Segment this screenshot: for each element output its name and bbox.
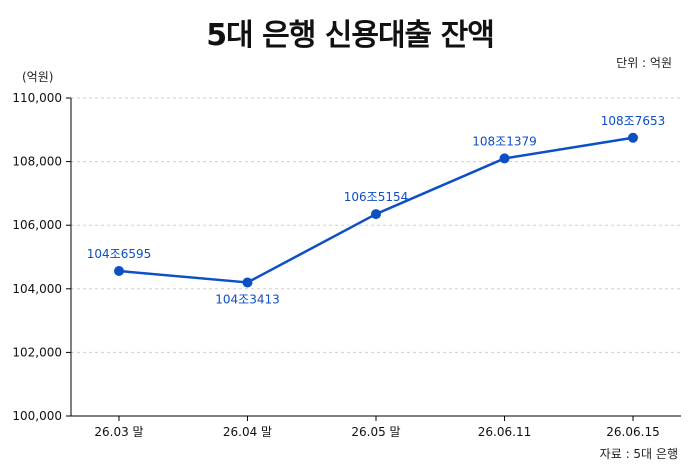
y-tick-label: 108,000 [12,155,62,169]
y-tick-label: 110,000 [12,91,62,105]
x-tick-label: 26.05 말 [351,425,400,439]
y-tick-label: 106,000 [12,218,62,232]
data-point [114,265,124,276]
source-note: 자료 : 5대 은행 [599,447,678,461]
data-point [242,277,253,288]
y-tick-label: 104,000 [12,282,62,296]
data-point [371,209,381,220]
x-tick-label: 26.06.15 [606,425,659,439]
data-point [628,132,638,143]
y-tick-label: 102,000 [12,345,62,359]
x-tick-label: 26.04 말 [223,425,272,439]
data-label: 104조6595 [87,247,151,261]
data-label: 104조3413 [215,292,279,306]
data-label: 108조1379 [472,134,536,148]
data-label: 108조7653 [601,114,665,128]
y-tick-label: 100,000 [12,409,62,423]
x-tick-label: 26.06.11 [478,425,531,439]
unit-note: 단위 : 억원 [616,56,672,70]
data-label: 106조5154 [344,190,408,204]
y-axis-unit-label: (억원) [22,70,54,84]
x-tick-label: 26.03 말 [94,425,143,439]
chart-title: 5대 은행 신용대출 잔액 [206,18,495,53]
data-point [499,153,510,164]
